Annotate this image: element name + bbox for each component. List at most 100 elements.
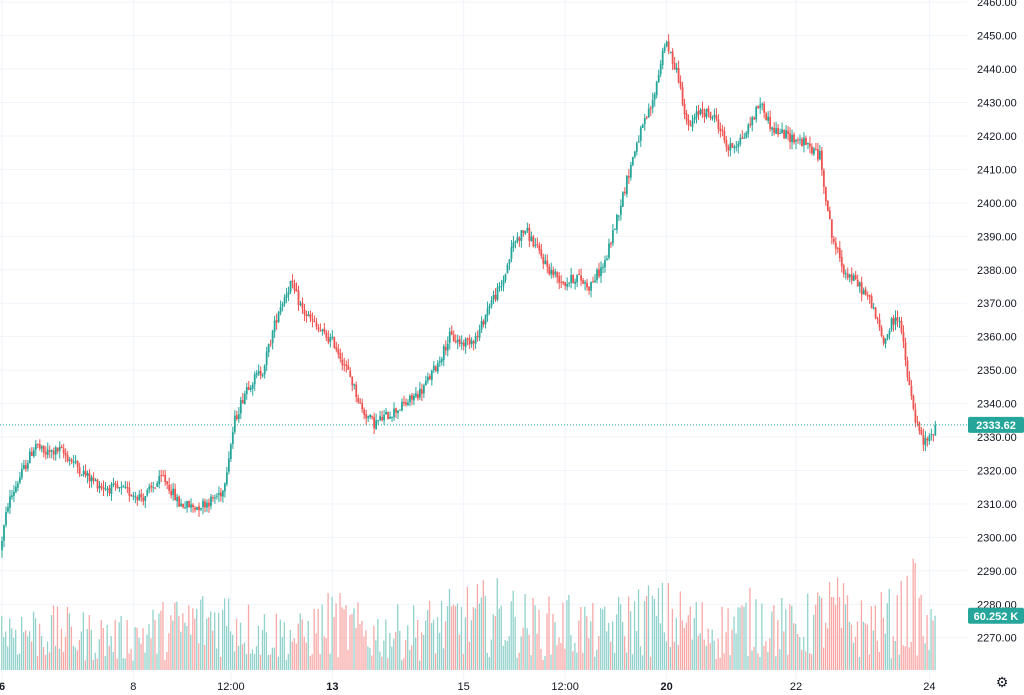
candle-body (74, 461, 77, 463)
volume-bar (884, 633, 886, 670)
volume-bar (331, 596, 333, 670)
candle-body (96, 479, 99, 489)
candle-body (701, 109, 704, 114)
candle-body (894, 317, 897, 325)
candle-body (13, 491, 15, 496)
volume-bar (112, 651, 114, 670)
volume-bar (643, 601, 646, 670)
volume-bar (506, 641, 508, 670)
volume-bar (74, 647, 77, 670)
candle-body (190, 504, 192, 508)
volume-bar (604, 606, 606, 670)
candle-body (817, 149, 819, 160)
candle-body (926, 438, 929, 441)
volume-bar (66, 606, 69, 670)
volume-bar (836, 577, 839, 670)
volume-bar (854, 636, 857, 670)
candle-body (128, 487, 131, 496)
volume-bar (560, 643, 562, 670)
candle-body (363, 409, 366, 415)
volume-bar (659, 623, 662, 670)
volume-bar (530, 655, 532, 670)
candle-body (910, 385, 913, 396)
candle-body (424, 380, 427, 386)
candle-body (514, 241, 517, 243)
candle-body (241, 399, 244, 403)
volume-bar (343, 609, 345, 670)
volume-bar (434, 653, 437, 670)
candle-body (498, 286, 501, 288)
candle-body (554, 271, 557, 275)
volume-bar (548, 596, 550, 670)
candle-body (305, 313, 308, 317)
candle-body (532, 236, 535, 246)
candle-body (717, 119, 720, 129)
volume-bar (403, 658, 405, 670)
candle-body (536, 244, 539, 246)
volume-bar (225, 626, 228, 670)
candle-body (341, 359, 344, 366)
volume-bar (596, 649, 598, 670)
candle-body (196, 507, 198, 510)
candle-body (651, 99, 654, 108)
candle-body (733, 146, 736, 149)
candle-body (496, 287, 499, 300)
candle-body (126, 487, 129, 489)
volume-bar (504, 639, 506, 670)
candle-body (104, 488, 107, 490)
volume-bar (904, 646, 906, 670)
candle-body (407, 402, 409, 406)
volume-bar (886, 603, 888, 670)
volume-bar (478, 603, 480, 670)
volume-bar (625, 652, 628, 670)
candle-body (846, 273, 849, 278)
candle-body (464, 338, 467, 347)
volume-bar (542, 659, 544, 670)
y-tick-label: 2460.00 (977, 0, 1017, 9)
candle-body (70, 459, 73, 462)
volume-bar (411, 645, 413, 670)
candle-body (848, 274, 851, 278)
candle-body (598, 269, 600, 277)
candle-body (446, 343, 449, 351)
volume-bar (184, 622, 186, 670)
x-tick-label: 13 (326, 681, 338, 693)
volume-bar (140, 643, 142, 670)
gear-icon[interactable]: ⚙ (995, 675, 1009, 691)
volume-bar (801, 649, 803, 670)
last-price-badge (968, 416, 1024, 433)
volume-bar (580, 607, 582, 670)
candle-body (202, 500, 204, 508)
candle-body (912, 395, 915, 409)
volume-bar (32, 611, 35, 670)
volume-bar (422, 635, 425, 670)
volume-bar (82, 612, 84, 670)
volume-bar (476, 584, 479, 670)
volume-bar (164, 660, 166, 670)
candle-body (317, 327, 320, 330)
candle-body (631, 156, 634, 166)
volume-bar (60, 628, 63, 670)
volume-bar (749, 587, 751, 670)
candle-body (321, 329, 324, 331)
volume-bar (315, 633, 317, 670)
volume-bar (520, 636, 522, 670)
volume-bar (321, 604, 323, 670)
candle-body (629, 164, 632, 178)
candle-body (572, 274, 575, 284)
volume-bar (136, 627, 138, 670)
candle-body (789, 133, 791, 143)
volume-bar (176, 601, 178, 670)
volume-bar (697, 635, 699, 670)
x-tick-label: 15 (458, 681, 470, 693)
volume-bar (590, 621, 592, 670)
candle-body (22, 465, 25, 469)
volume-bar (359, 624, 361, 670)
candle-body (570, 274, 573, 283)
y-tick-label: 2380.00 (977, 265, 1017, 277)
candle-body (805, 137, 807, 145)
y-tick-label: 2420.00 (977, 131, 1017, 143)
candle-body (208, 502, 210, 507)
volume-bar (148, 624, 150, 670)
